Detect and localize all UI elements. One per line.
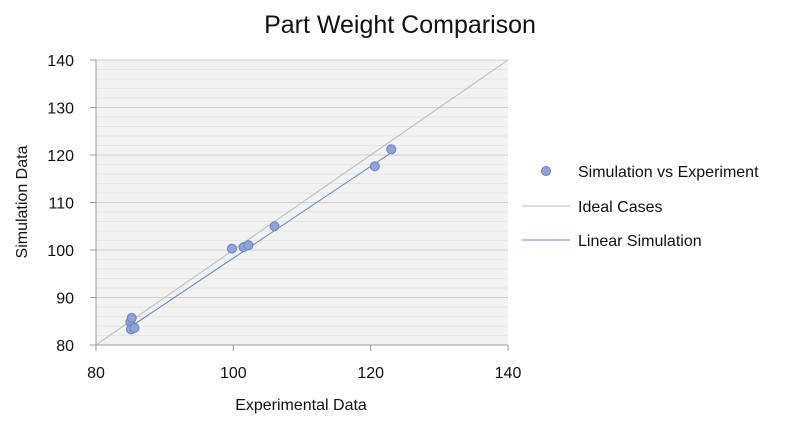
y-tick-label: 90 xyxy=(56,291,74,308)
ideal-cases-line xyxy=(95,59,509,346)
legend-label: Linear Simulation xyxy=(578,233,702,250)
legend: Simulation vs Experiment Ideal Cases Linea… xyxy=(522,164,759,250)
data-point xyxy=(226,243,237,254)
data-point xyxy=(126,312,137,323)
data-point xyxy=(269,221,280,232)
plot-area: 80 100 120 140 80 90 100 110 120 130 140 xyxy=(47,53,521,382)
legend-label: Simulation vs Experiment xyxy=(578,164,759,181)
y-axis-label: Simulation Data xyxy=(14,145,31,258)
data-point xyxy=(243,240,254,251)
y-tick-label: 140 xyxy=(47,53,74,70)
linear-simulation-line xyxy=(130,152,392,328)
legend-marker-scatter xyxy=(541,166,551,176)
y-tick-label: 130 xyxy=(47,101,74,118)
x-tick-label: 100 xyxy=(220,365,247,382)
y-tick-label: 120 xyxy=(47,148,74,165)
data-point xyxy=(369,161,380,172)
legend-label: Ideal Cases xyxy=(578,199,663,216)
chart-title: Part Weight Comparison xyxy=(264,11,536,39)
y-tick-label: 100 xyxy=(47,243,74,260)
data-point xyxy=(129,322,140,333)
x-tick-label: 80 xyxy=(87,365,105,382)
data-point xyxy=(386,144,397,155)
y-tick-label: 110 xyxy=(48,196,74,213)
y-tick-label: 80 xyxy=(56,338,74,355)
x-tick-label: 140 xyxy=(495,365,522,382)
x-tick-label: 120 xyxy=(357,365,384,382)
x-axis-label: Experimental Data xyxy=(235,397,367,414)
